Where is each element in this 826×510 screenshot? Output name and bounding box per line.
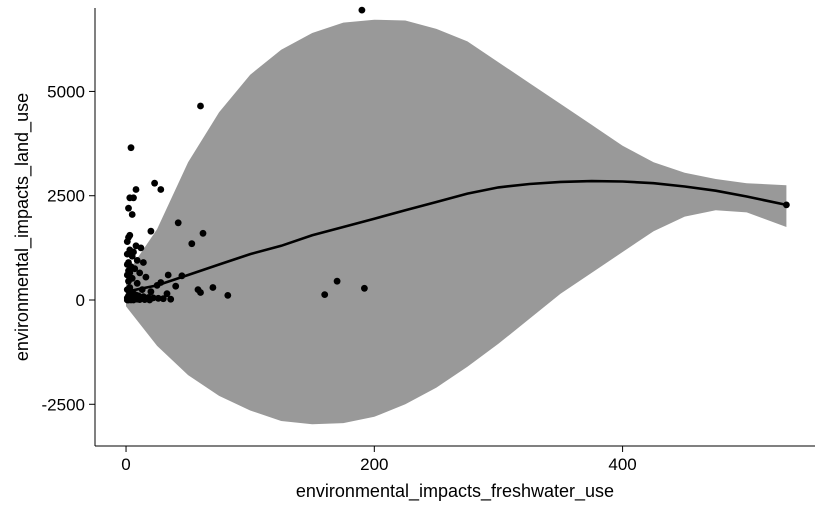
data-point [188, 240, 196, 248]
data-point [125, 204, 132, 212]
data-point [147, 288, 155, 296]
data-point [125, 277, 132, 285]
y-tick-label: 5000 [47, 82, 85, 101]
data-point [128, 211, 136, 218]
data-point [130, 296, 137, 304]
y-ticks: -2500 0 2500 5000 [42, 82, 95, 414]
x-axis-title: environmental_impacts_freshwater_use [296, 481, 614, 502]
data-point [136, 269, 144, 277]
plot-area [123, 6, 790, 425]
data-point [132, 186, 140, 193]
data-point [123, 271, 131, 279]
x-tick-label: 200 [360, 455, 388, 474]
data-point [164, 271, 172, 279]
data-point [151, 179, 159, 187]
data-point [197, 289, 204, 296]
data-point [167, 295, 175, 303]
data-point [333, 277, 341, 285]
trend-line [125, 179, 787, 293]
data-point [133, 257, 141, 264]
data-point [123, 238, 131, 246]
data-point [131, 265, 139, 273]
data-point [141, 296, 149, 303]
y-axis-title: environmental_impacts_land_use [12, 93, 33, 361]
data-point [133, 279, 141, 287]
x-tick-label: 0 [121, 455, 130, 474]
data-point [197, 102, 204, 110]
data-point [146, 296, 154, 304]
data-point [358, 6, 366, 14]
y-tick-label: 0 [76, 291, 85, 310]
data-point [140, 259, 147, 266]
points-layer [123, 6, 790, 304]
data-point [361, 284, 368, 292]
data-point [154, 294, 162, 302]
data-point [199, 229, 207, 237]
x-ticks: 0 200 400 [121, 446, 637, 474]
y-tick-label: -2500 [42, 395, 85, 414]
data-point [172, 282, 180, 290]
data-point [321, 291, 329, 298]
data-point [163, 290, 171, 298]
y-tick-label: 2500 [47, 187, 85, 206]
data-point [224, 292, 232, 299]
data-point [136, 296, 144, 303]
data-point [127, 144, 135, 152]
data-point [157, 186, 165, 193]
confidence-band [126, 19, 787, 425]
data-point [142, 273, 150, 281]
data-point [137, 244, 145, 252]
data-point [209, 284, 217, 291]
data-point [174, 219, 182, 227]
data-point [147, 227, 155, 235]
data-point [128, 252, 136, 260]
data-point [159, 295, 167, 303]
data-point [126, 194, 134, 202]
x-tick-label: 400 [608, 455, 636, 474]
